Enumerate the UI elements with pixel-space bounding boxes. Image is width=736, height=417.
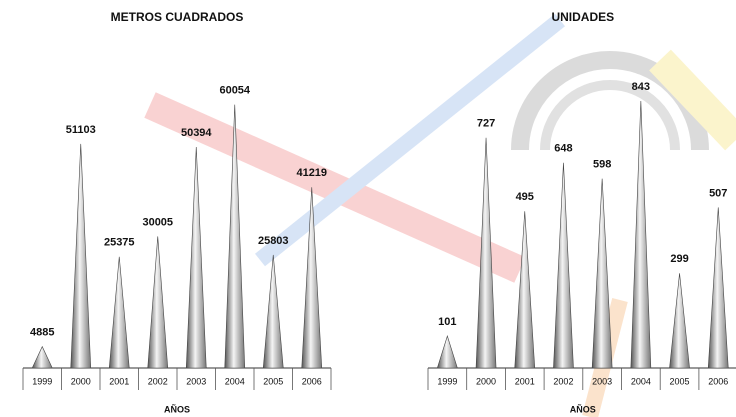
x-tick-label: 2001 (515, 376, 535, 386)
value-label: 60054 (219, 85, 250, 97)
x-tick-label: 1999 (437, 376, 457, 386)
x-tick-label: 2003 (592, 376, 612, 386)
value-label: 648 (554, 143, 572, 155)
x-tick-label: 2005 (263, 376, 283, 386)
cone-bar (630, 101, 652, 369)
value-label: 30005 (142, 216, 173, 228)
cone-bar (669, 273, 690, 369)
cone-bar (436, 335, 458, 369)
chart-title: UNIDADES (551, 10, 614, 24)
value-label: 598 (593, 159, 611, 171)
value-label: 4885 (30, 326, 54, 338)
cone-bar (591, 178, 613, 369)
x-tick-label: 2006 (302, 376, 322, 386)
value-label: 50394 (181, 127, 212, 139)
value-label: 101 (438, 316, 456, 328)
value-label: 25375 (104, 237, 135, 249)
value-label: 843 (632, 81, 650, 93)
x-tick-label: 2001 (109, 376, 129, 386)
cone-bar (301, 187, 323, 369)
chart-title: METROS CUADRADOS (111, 10, 244, 24)
x-tick-label: 2003 (186, 376, 206, 386)
value-label: 299 (670, 253, 688, 265)
x-tick-label: 2000 (476, 376, 496, 386)
cone-bar (553, 162, 574, 369)
cone-bar (514, 211, 536, 369)
value-label: 41219 (296, 167, 327, 179)
x-tick-label: 2004 (631, 376, 651, 386)
value-label: 727 (477, 118, 495, 130)
x-tick-label: 2004 (225, 376, 245, 386)
cone-bar (70, 143, 92, 369)
value-label: 51103 (66, 124, 96, 136)
cone-bar (185, 147, 207, 369)
value-label: 495 (516, 191, 534, 203)
x-axis-label: AÑOS (164, 404, 190, 414)
x-tick-label: 1999 (32, 376, 52, 386)
value-label: 25803 (258, 235, 289, 247)
x-tick-label: 2005 (670, 376, 690, 386)
x-tick-label: 2000 (71, 376, 91, 386)
cone-bar (262, 254, 284, 369)
cone-bar (707, 207, 729, 369)
cone-bar (147, 236, 169, 369)
cone-bar (475, 137, 497, 369)
x-tick-label: 2002 (553, 376, 573, 386)
x-tick-label: 2002 (148, 376, 168, 386)
value-label: 507 (709, 187, 727, 199)
x-tick-label: 2006 (708, 376, 728, 386)
cone-bar (224, 104, 246, 369)
cone-bar (108, 256, 130, 369)
cone-bar (31, 345, 53, 369)
x-axis-label: AÑOS (570, 404, 596, 414)
